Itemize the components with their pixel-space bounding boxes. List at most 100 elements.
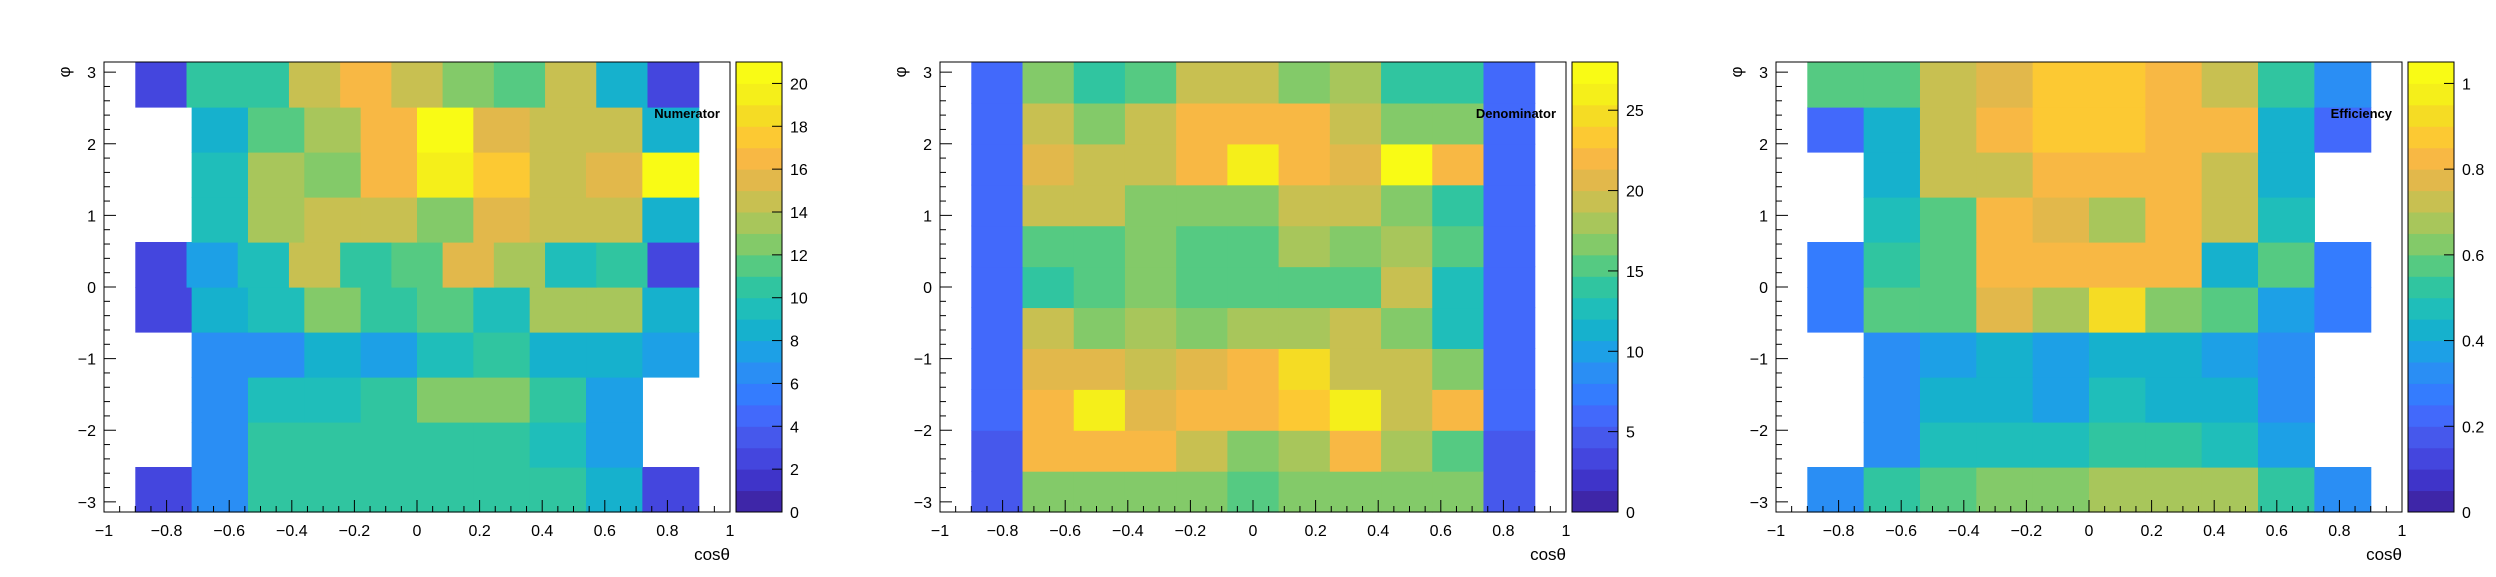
heatmap-cell: [1381, 143, 1433, 186]
heatmap-cell: [529, 467, 587, 513]
heatmap-cell: [2258, 242, 2315, 288]
heatmap-cell: [1381, 471, 1433, 513]
colorbar-segment: [2408, 62, 2454, 84]
heatmap-cell: [1863, 197, 1921, 243]
colorbar-segment: [1572, 297, 1618, 320]
colorbar-tick-label: 0: [790, 505, 799, 522]
heatmap-cell: [1919, 152, 1977, 198]
heatmap-cell: [1863, 152, 1921, 198]
heatmap-cell: [2314, 467, 2372, 513]
colorbar-segment: [1572, 469, 1618, 492]
heatmap-cell: [473, 287, 531, 333]
heatmap-cell: [2201, 62, 2259, 108]
colorbar-segment: [2408, 190, 2454, 213]
x-tick-label: −0.4: [276, 523, 308, 540]
heatmap-cell: [586, 422, 643, 468]
heatmap-cell: [247, 197, 305, 243]
heatmap-panel-1: −1 −0.8 −0.6 −0.4 −0.2 0 0.2 0.4 0.6 0.8 1 −3 −2 −1 0 1…: [55, 61, 808, 564]
colorbar-segment: [1572, 83, 1618, 106]
colorbar-segment: [2408, 426, 2454, 449]
y-tick-label: −2: [1750, 423, 1768, 440]
heatmap-cell: [1278, 471, 1331, 513]
y-tick-label: 3: [1759, 65, 1768, 82]
x-tick-label: −0.8: [1823, 523, 1855, 540]
x-tick-label: −0.2: [1175, 523, 1207, 540]
heatmap-cell: [1919, 107, 1977, 153]
heatmap-cell: [1176, 62, 1228, 104]
x-tick-label: −0.6: [1885, 523, 1917, 540]
heatmap-cell: [1278, 307, 1331, 349]
heatmap-cell: [2089, 197, 2146, 243]
y-tick-label: 1: [87, 208, 96, 225]
colorbar-tick-label: 4: [790, 419, 799, 436]
heatmap-cell: [1227, 430, 1280, 472]
heatmap-cell: [1976, 107, 2034, 153]
colorbar-tick-label: 2: [790, 462, 799, 479]
heatmap-cell: [191, 152, 249, 198]
heatmap-cell: [473, 422, 531, 468]
heatmap-cell: [247, 107, 305, 153]
heatmap-cell: [135, 287, 193, 333]
heatmap-cell: [1381, 102, 1433, 145]
heatmap-cell: [442, 62, 495, 108]
heatmap-cell: [1432, 143, 1485, 186]
colorbar-tick-label: 6: [790, 376, 799, 393]
heatmap-cell: [191, 197, 249, 243]
heatmap-cell: [237, 62, 290, 108]
heatmap-cell: [1073, 471, 1126, 513]
heatmap-cell: [1919, 197, 1977, 243]
heatmap-cell: [2032, 152, 2090, 198]
x-tick-label: 0.2: [1304, 523, 1326, 540]
heatmap-cell: [1124, 184, 1177, 227]
heatmap-cell: [493, 62, 546, 108]
colorbar-segment: [1572, 104, 1618, 127]
x-tick-label: −0.8: [987, 523, 1019, 540]
heatmap-cell: [1176, 184, 1228, 227]
colorbar-tick-label: 0.6: [2462, 248, 2484, 265]
heatmap-cell: [1483, 62, 1536, 104]
x-tick-label: 0.8: [1492, 523, 1514, 540]
heatmap-cell: [2032, 107, 2090, 153]
heatmap-cell: [1483, 266, 1536, 309]
colorbar-segment: [1572, 126, 1618, 149]
heatmap-cell: [2032, 287, 2090, 333]
colorbar-segment: [736, 254, 782, 277]
heatmap-cell: [1919, 242, 1977, 288]
heatmap-cell: [1919, 332, 1977, 378]
colorbar-tick-label: 25: [1626, 103, 1644, 120]
heatmap-cell: [1381, 307, 1433, 349]
heatmap-cell: [971, 62, 1024, 104]
y-tick-label: 3: [87, 65, 96, 82]
heatmap-cell: [586, 377, 643, 423]
heatmap-cell: [1329, 143, 1382, 186]
colorbar-frame: [735, 61, 783, 513]
heatmap-cell: [1278, 184, 1331, 227]
colorbar-segment: [1572, 447, 1618, 470]
heatmap-cell: [1022, 102, 1075, 145]
heatmap-cell: [247, 287, 305, 333]
heatmap-cell: [1227, 143, 1280, 186]
heatmap-cell: [2201, 107, 2259, 153]
colorbar-segment: [2408, 469, 2454, 492]
heatmap-cell: [1329, 389, 1382, 431]
heatmap-cell: [586, 467, 643, 513]
colorbar-segment: [736, 126, 782, 149]
heatmap-cell: [304, 107, 362, 153]
heatmap-cell: [1432, 307, 1485, 349]
heatmap-cell: [191, 377, 249, 423]
x-tick-label: 0.8: [656, 523, 678, 540]
heatmap-cell: [1863, 62, 1921, 108]
heatmap-cell: [340, 242, 392, 288]
heatmap-cell: [1073, 266, 1126, 309]
heatmap-cell: [2089, 287, 2146, 333]
heatmap-cell: [586, 107, 643, 153]
heatmap-cell: [2201, 287, 2259, 333]
heatmap-cell: [1483, 348, 1536, 390]
heatmap-cell: [529, 422, 587, 468]
x-tick-label: −0.4: [1112, 523, 1144, 540]
heatmap-cell: [1976, 467, 2034, 513]
heatmap-cell: [529, 197, 587, 243]
heatmap-cell: [1176, 266, 1228, 309]
